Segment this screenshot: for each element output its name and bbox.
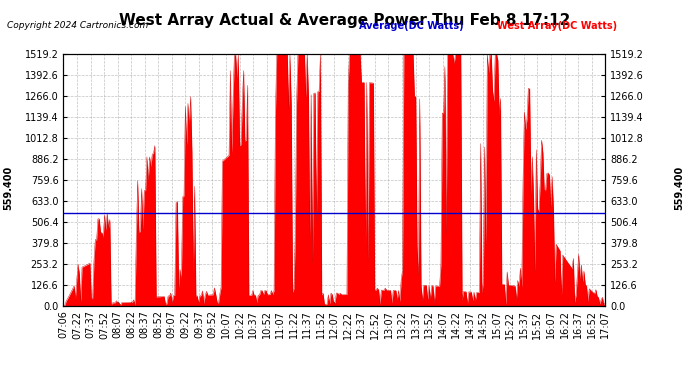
Text: 559.400: 559.400 — [675, 165, 684, 210]
Text: West Array(DC Watts): West Array(DC Watts) — [497, 21, 617, 31]
Text: Average(DC Watts): Average(DC Watts) — [359, 21, 464, 31]
Text: West Array Actual & Average Power Thu Feb 8 17:12: West Array Actual & Average Power Thu Fe… — [119, 13, 571, 28]
Text: Copyright 2024 Cartronics.com: Copyright 2024 Cartronics.com — [7, 21, 148, 30]
Text: 559.400: 559.400 — [3, 165, 13, 210]
